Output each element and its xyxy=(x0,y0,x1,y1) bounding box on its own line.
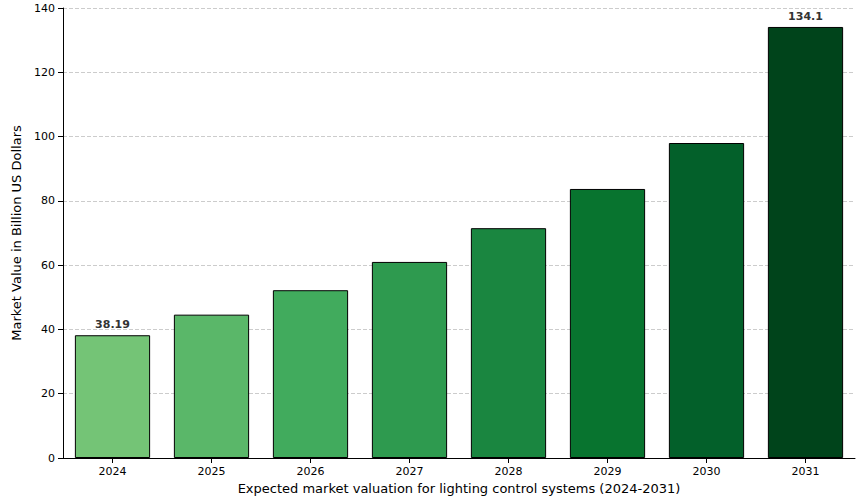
svg-text:Expected market valuation for: Expected market valuation for lighting c… xyxy=(238,481,681,496)
svg-text:120: 120 xyxy=(34,66,55,79)
svg-text:40: 40 xyxy=(41,323,55,336)
svg-text:2027: 2027 xyxy=(396,465,424,478)
svg-text:2031: 2031 xyxy=(792,465,820,478)
svg-text:0: 0 xyxy=(48,452,55,465)
svg-text:2024: 2024 xyxy=(99,465,127,478)
svg-text:38.19: 38.19 xyxy=(95,318,130,331)
svg-text:80: 80 xyxy=(41,194,55,207)
svg-text:20: 20 xyxy=(41,387,55,400)
svg-text:2030: 2030 xyxy=(693,465,721,478)
svg-text:100: 100 xyxy=(34,130,55,143)
svg-text:60: 60 xyxy=(41,259,55,272)
svg-text:134.1: 134.1 xyxy=(788,10,823,23)
svg-text:2025: 2025 xyxy=(198,465,226,478)
svg-text:2029: 2029 xyxy=(594,465,622,478)
svg-text:Market Value in Billion US Dol: Market Value in Billion US Dollars xyxy=(9,125,24,341)
svg-text:2026: 2026 xyxy=(297,465,325,478)
svg-text:2028: 2028 xyxy=(495,465,523,478)
svg-text:140: 140 xyxy=(34,2,55,15)
